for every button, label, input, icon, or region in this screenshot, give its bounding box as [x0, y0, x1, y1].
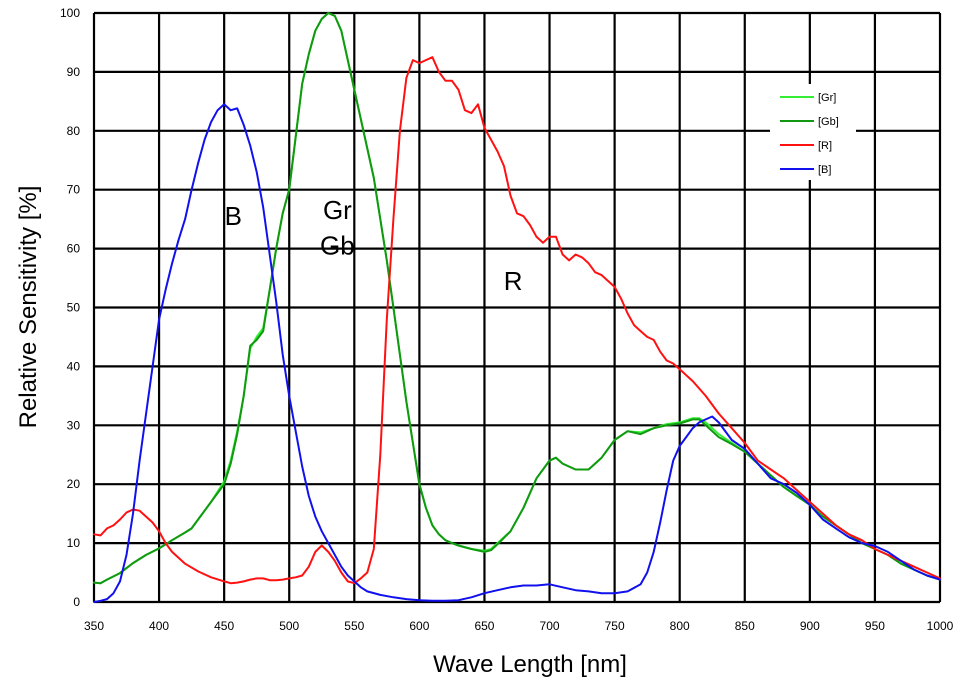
x-tick-label: 950 [865, 619, 885, 633]
y-tick-label: 40 [67, 359, 81, 373]
x-tick-label: 600 [409, 619, 429, 633]
y-tick-label: 50 [67, 301, 81, 315]
y-tick-label: 20 [67, 477, 81, 491]
x-tick-label: 900 [800, 619, 820, 633]
series-line-b [93, 103, 941, 603]
curve-annotation: R [504, 266, 523, 296]
chart-annotations: B Gr Gb R [225, 195, 523, 296]
legend-box [770, 84, 856, 180]
x-tick-label: 450 [214, 619, 234, 633]
x-tick-label: 350 [84, 619, 104, 633]
legend-label: [B] [818, 164, 831, 176]
y-axis-title: Relative Sensitivity [%] [15, 186, 42, 429]
chart-legend: [Gr] [Gb] [R] [B] [770, 84, 856, 180]
y-tick-label: 30 [67, 418, 81, 432]
y-tick-label: 80 [67, 124, 81, 138]
series-line-gb [93, 12, 941, 585]
x-tick-label: 500 [279, 619, 299, 633]
chart-axes: 350 400 450 500 550 600 650 700 750 800 850 900 950 1… [60, 6, 954, 633]
y-tick-label: 0 [73, 595, 80, 609]
curve-annotation: B [225, 201, 242, 231]
x-tick-label: 400 [149, 619, 169, 633]
curve-annotation: Gr [323, 195, 352, 225]
x-tick-label: 1000 [927, 619, 954, 633]
series-line-r [93, 56, 941, 585]
x-tick-label: 750 [605, 619, 625, 633]
y-tick-label: 70 [67, 183, 81, 197]
y-tick-label: 100 [60, 6, 80, 20]
legend-label: [Gr] [818, 92, 836, 104]
curve-annotation: Gb [320, 230, 355, 260]
x-tick-label: 850 [735, 619, 755, 633]
legend-label: [Gb] [818, 116, 839, 128]
x-tick-label: 650 [474, 619, 494, 633]
x-tick-label: 800 [670, 619, 690, 633]
y-tick-label: 90 [67, 65, 81, 79]
y-tick-label: 60 [67, 242, 81, 256]
x-axis-title: Wave Length [nm] [433, 651, 627, 678]
y-tick-label: 10 [67, 536, 81, 550]
legend-label: [R] [818, 140, 832, 152]
x-tick-label: 550 [344, 619, 364, 633]
x-tick-label: 700 [540, 619, 560, 633]
chart-curves [93, 12, 941, 603]
